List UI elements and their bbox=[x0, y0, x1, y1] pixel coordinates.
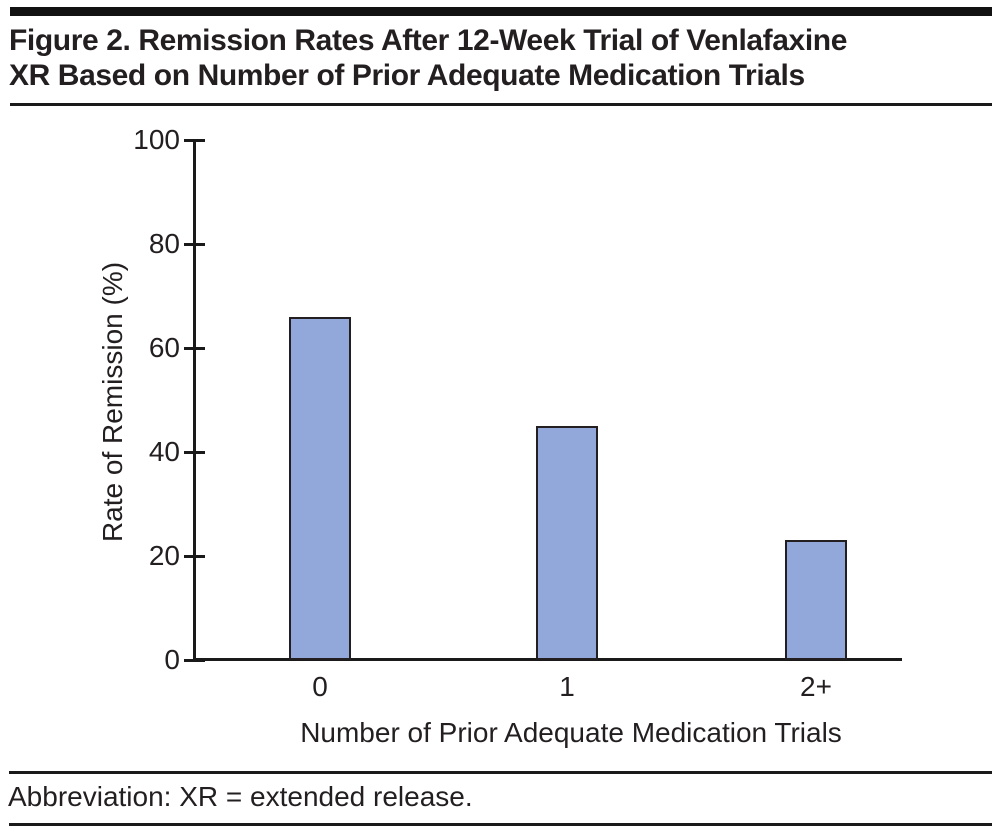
figure-top-rule bbox=[10, 7, 992, 16]
y-tick-mark-60 bbox=[184, 346, 205, 350]
x-axis-label: Number of Prior Adequate Medication Tria… bbox=[300, 717, 842, 748]
figure-title-line-1: Figure 2. Remission Rates After 12-Week … bbox=[9, 24, 847, 57]
x-tick-label-2+: 2+ bbox=[800, 671, 832, 702]
y-tick-label-40: 40 bbox=[148, 436, 180, 467]
y-tick-label-0: 0 bbox=[164, 644, 180, 675]
title-divider-rule bbox=[10, 103, 992, 106]
y-tick-label-100: 100 bbox=[133, 124, 180, 155]
bar-1 bbox=[536, 426, 598, 660]
y-tick-label-80: 80 bbox=[148, 228, 180, 259]
y-axis-label: Rate of Remission (%) bbox=[97, 261, 128, 543]
y-tick-mark-40 bbox=[184, 450, 205, 454]
footer-bottom-rule bbox=[9, 823, 992, 826]
figure-title-line-2: XR Based on Number of Prior Adequate Med… bbox=[9, 59, 805, 92]
y-tick-mark-20 bbox=[184, 554, 205, 558]
x-tick-label-0: 0 bbox=[312, 671, 328, 702]
footer-top-rule bbox=[9, 771, 992, 774]
y-tick-mark-0 bbox=[184, 658, 205, 662]
bar-2+ bbox=[785, 540, 847, 660]
y-tick-label-60: 60 bbox=[148, 332, 180, 363]
y-axis-line bbox=[193, 139, 196, 661]
y-tick-mark-100 bbox=[184, 138, 205, 142]
y-tick-label-20: 20 bbox=[148, 540, 180, 571]
abbreviation-note: Abbreviation: XR = extended release. bbox=[8, 781, 473, 812]
y-tick-mark-80 bbox=[184, 242, 205, 246]
bar-0 bbox=[289, 316, 351, 660]
x-tick-label-1: 1 bbox=[559, 671, 575, 702]
figure-title: Figure 2. Remission Rates After 12-Week … bbox=[9, 23, 847, 93]
